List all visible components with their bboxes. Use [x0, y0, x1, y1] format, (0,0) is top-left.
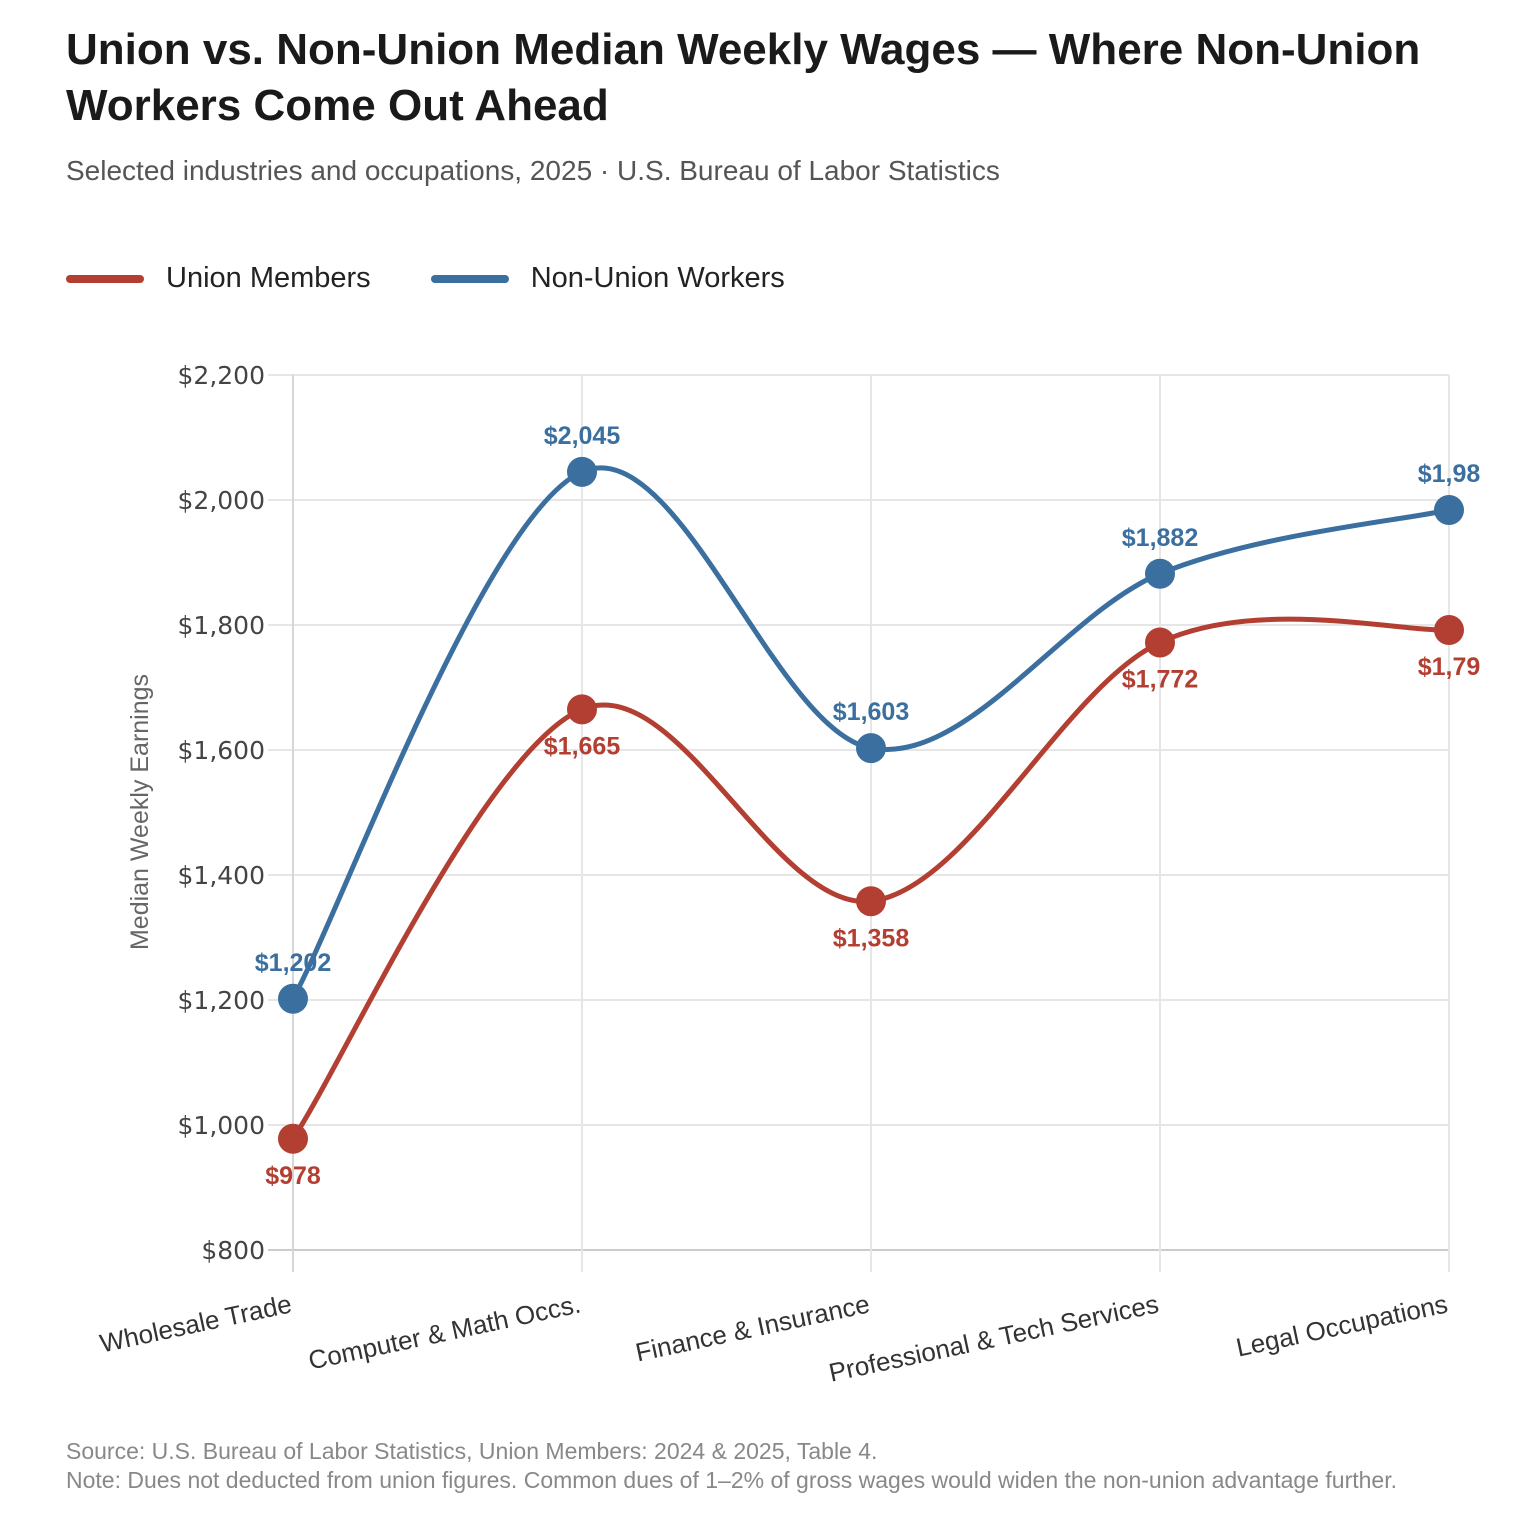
point-union: [1145, 627, 1175, 658]
line-union: [290, 616, 1452, 1142]
x-tick-label: Legal Occupations: [1233, 1289, 1450, 1363]
y-tick-label: $800: [201, 1236, 265, 1265]
point-non-union: [567, 456, 597, 487]
y-tick-label: $2,000: [178, 486, 265, 515]
y-tick-label: $2,200: [178, 361, 265, 390]
legend-swatch-non-union: [430, 274, 509, 283]
data-label-non-union: $1,603: [833, 698, 909, 726]
x-tick-label: Computer & Math Occs.: [306, 1289, 584, 1376]
data-label-non-union: $1,882: [1122, 524, 1198, 552]
point-union: [1434, 615, 1464, 645]
point-non-union: [856, 733, 886, 764]
y-axis: $800 $1,000 $1,200 $1,400 $1,600 $1,800 $2,000…: [178, 361, 265, 1265]
data-label-union: $1,665: [544, 732, 621, 760]
data-label-non-union: $2,045: [544, 422, 621, 450]
y-tick-label: $1,400: [178, 861, 265, 890]
legend: Union Members Non-Union Workers: [66, 262, 845, 295]
data-label-union: $978: [265, 1162, 321, 1190]
legend-item-non-union: Non-Union Workers: [430, 262, 785, 295]
legend-label-non-union: Non-Union Workers: [530, 262, 785, 294]
legend-swatch-union: [66, 274, 144, 283]
x-tick-label: Professional & Tech Services: [826, 1289, 1161, 1388]
point-union: [278, 1123, 308, 1154]
point-union: [856, 886, 886, 917]
data-label-union: $1,358: [833, 924, 910, 952]
y-tick-label: $1,600: [178, 736, 265, 765]
y-axis-label: Median Weekly Earnings: [126, 674, 154, 950]
grid: [268, 374, 1450, 1272]
legend-item-union: Union Members: [66, 262, 371, 295]
data-label-union: $1,772: [1122, 666, 1198, 694]
data-label-non-union: $1,202: [255, 949, 331, 977]
dues-note: Note: Dues not deducted from union figur…: [66, 1467, 1397, 1493]
y-tick-label: $1,200: [178, 986, 265, 1015]
series-group: $978$1,665$1,358$1,772 $1,79$1,202$2,045$…: [255, 422, 1481, 1190]
footer: Source: U.S. Bureau of Labor Statistics,…: [66, 1437, 1466, 1495]
chart-subtitle: Selected industries and occupations, 202…: [66, 155, 1000, 186]
point-non-union: [1434, 495, 1464, 525]
legend-label-union: Union Members: [166, 262, 371, 294]
series-non-union: $1,202 $2,045 $1,603 $1,882 $1,98: [255, 422, 1481, 1014]
data-label-non-union: $1,98: [1418, 460, 1481, 488]
x-axis: Wholesale Trade Computer & Math Occs. Fina…: [97, 1289, 1450, 1388]
y-tick-label: $1,800: [178, 611, 265, 640]
series-union: $978 $1,665 $1,358 $1,772 $1,79: [265, 615, 1480, 1190]
point-non-union: [278, 983, 308, 1014]
y-tick-label: $1,000: [178, 1111, 265, 1140]
data-label-union: $1,79: [1418, 653, 1481, 681]
source-note: Source: U.S. Bureau of Labor Statistics,…: [66, 1438, 878, 1464]
point-non-union: [1145, 558, 1175, 589]
x-tick-label: Wholesale Trade: [97, 1289, 294, 1359]
line-non-union: [290, 465, 1452, 1002]
chart-title: Union vs. Non-Union Median Weekly Wages …: [66, 25, 1421, 130]
point-union: [567, 694, 597, 725]
